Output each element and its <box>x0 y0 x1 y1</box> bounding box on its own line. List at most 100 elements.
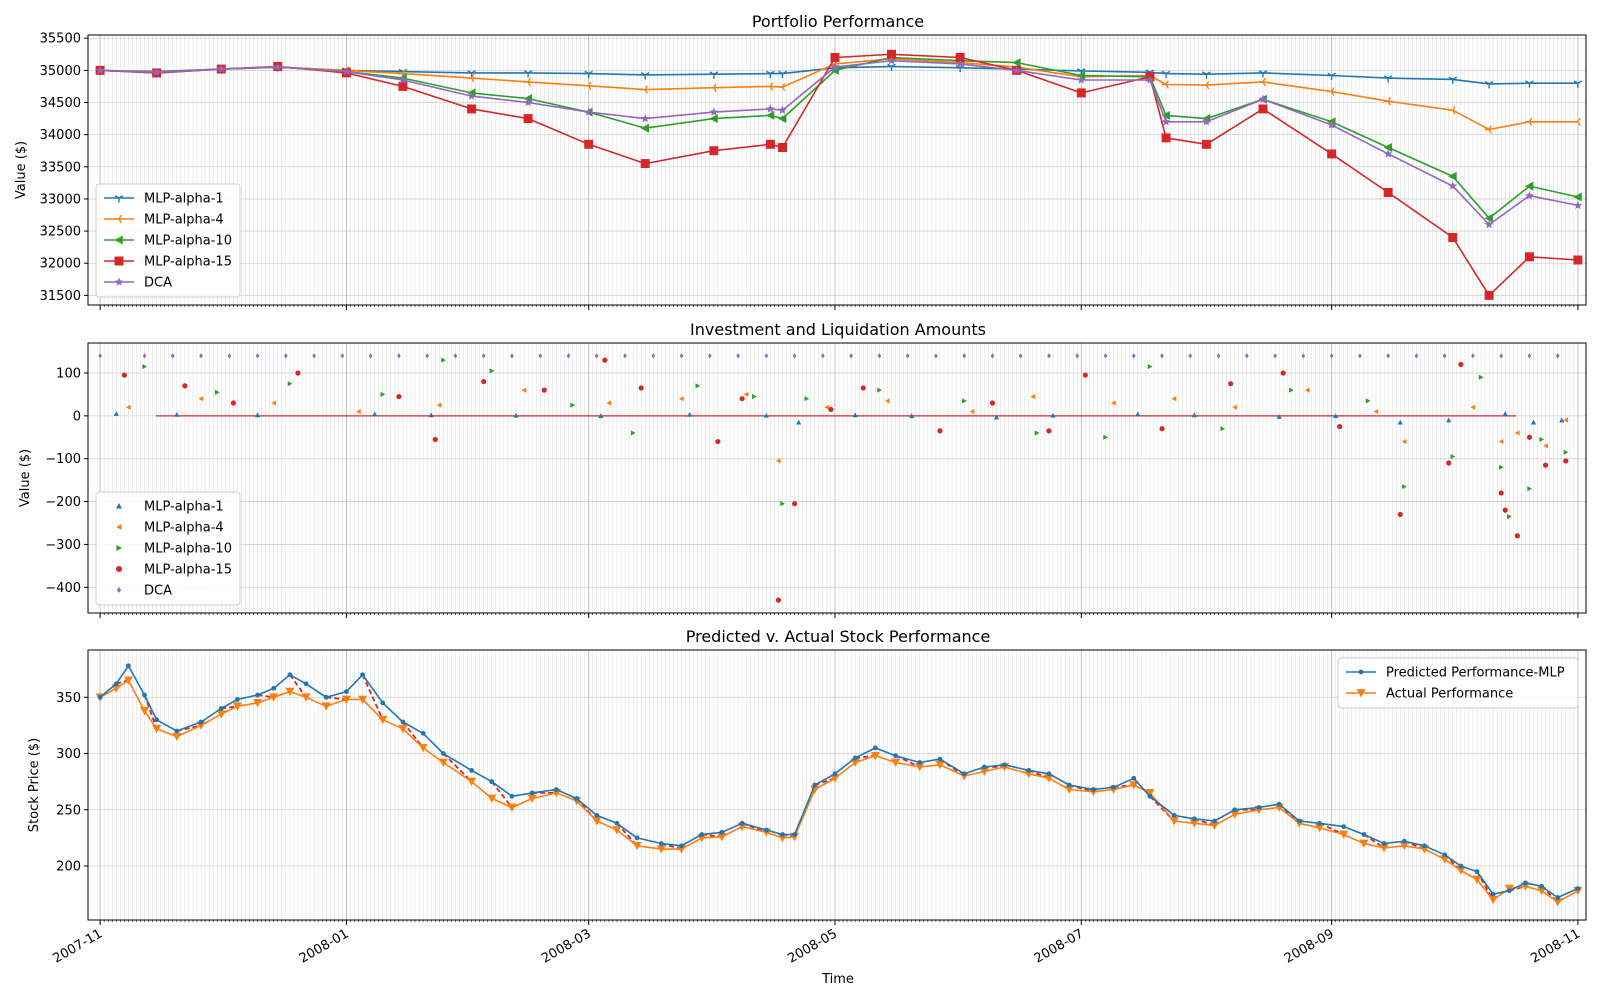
data-point <box>1506 888 1512 894</box>
data-point <box>198 396 204 402</box>
data-point <box>1573 255 1583 265</box>
data-point <box>113 681 119 687</box>
data-point <box>778 70 787 79</box>
data-point <box>1484 213 1493 223</box>
data-point <box>510 353 514 359</box>
legend-label: MLP-alpha-10 <box>144 234 232 249</box>
legend-label: MLP-alpha-10 <box>144 542 232 557</box>
data-point <box>125 663 131 669</box>
data-point <box>909 413 915 419</box>
amounts-y-ticks: −400 −300 −200 −100 0 100 <box>45 367 88 596</box>
data-point <box>1046 428 1052 434</box>
difference-link <box>491 781 513 809</box>
data-point <box>523 94 532 104</box>
data-point <box>1524 117 1533 127</box>
legend-swatch-marker <box>116 503 122 509</box>
data-point <box>1399 841 1409 851</box>
data-point <box>658 841 664 846</box>
data-point <box>1563 449 1569 455</box>
data-point <box>1448 105 1456 115</box>
data-point <box>378 715 388 725</box>
data-point <box>777 114 787 124</box>
data-point <box>523 70 533 78</box>
data-point <box>398 75 408 84</box>
difference-link <box>442 752 473 783</box>
data-point <box>1044 774 1054 783</box>
data-point <box>1563 458 1569 464</box>
data-point <box>441 357 446 363</box>
data-point <box>584 139 594 149</box>
data-point <box>255 692 260 698</box>
data-point <box>1145 789 1155 798</box>
data-point <box>487 794 497 803</box>
data-point <box>1202 117 1211 126</box>
data-point <box>1490 891 1496 897</box>
data-point <box>1189 819 1199 828</box>
data-point <box>436 402 442 408</box>
data-point <box>1188 353 1193 359</box>
data-point <box>1327 72 1336 80</box>
data-point <box>955 59 965 68</box>
difference-link <box>1319 822 1345 836</box>
y-tick-label: 32000 <box>40 257 81 272</box>
data-point <box>1082 372 1088 378</box>
data-point <box>594 812 600 818</box>
data-point <box>969 408 975 415</box>
data-point <box>780 832 785 837</box>
data-point <box>440 751 446 756</box>
data-point <box>1161 70 1171 79</box>
legend-frame <box>1337 657 1579 709</box>
legend-label: MLP-alpha-1 <box>144 500 224 515</box>
data-point <box>630 430 636 436</box>
portfolio-title: Portfolio Performance <box>752 12 924 31</box>
y-tick-label: 34000 <box>40 128 81 143</box>
data-point <box>1232 404 1237 410</box>
data-point <box>1498 438 1504 445</box>
data-point <box>341 695 351 704</box>
data-point <box>812 782 818 788</box>
data-point <box>640 72 650 80</box>
data-point <box>1202 71 1211 79</box>
y-tick-label: 35500 <box>40 32 81 47</box>
data-point <box>303 681 309 687</box>
series-line <box>100 57 1578 131</box>
y-tick-label: 350 <box>56 691 81 706</box>
data-point <box>709 107 719 116</box>
data-point <box>709 83 717 92</box>
data-point <box>396 393 402 400</box>
data-point <box>1499 464 1504 470</box>
data-point <box>852 755 858 761</box>
data-point <box>1076 71 1086 80</box>
data-point <box>1276 801 1282 807</box>
data-point <box>342 67 351 76</box>
data-point <box>765 110 775 120</box>
prediction-legend: Predicted Performance-MLP Actual Performa… <box>1337 657 1579 709</box>
data-point <box>743 391 749 398</box>
data-point <box>598 413 604 419</box>
data-point <box>1383 75 1393 83</box>
data-point <box>777 82 786 92</box>
data-point <box>763 412 769 418</box>
data-point <box>765 139 775 149</box>
data-point <box>852 412 858 418</box>
legend-label: Predicted Performance-MLP <box>1386 666 1565 681</box>
legend-label: MLP-alpha-4 <box>144 521 224 536</box>
data-point <box>1066 782 1072 788</box>
difference-link <box>143 694 158 730</box>
data-point <box>1361 832 1367 837</box>
data-point <box>1484 290 1494 300</box>
data-point <box>481 378 487 385</box>
data-point <box>1530 419 1537 425</box>
data-point <box>1024 769 1034 779</box>
data-point <box>527 794 537 803</box>
data-point <box>273 62 283 71</box>
difference-link <box>361 674 384 721</box>
data-point <box>961 398 967 404</box>
difference-link <box>221 705 238 710</box>
series-predicted-performance-mlp <box>97 663 1581 900</box>
data-point <box>1507 513 1512 520</box>
data-point <box>372 411 378 417</box>
prediction-series <box>95 663 1583 907</box>
series-mlp-alpha-15 <box>121 357 1569 603</box>
data-point <box>709 146 719 156</box>
